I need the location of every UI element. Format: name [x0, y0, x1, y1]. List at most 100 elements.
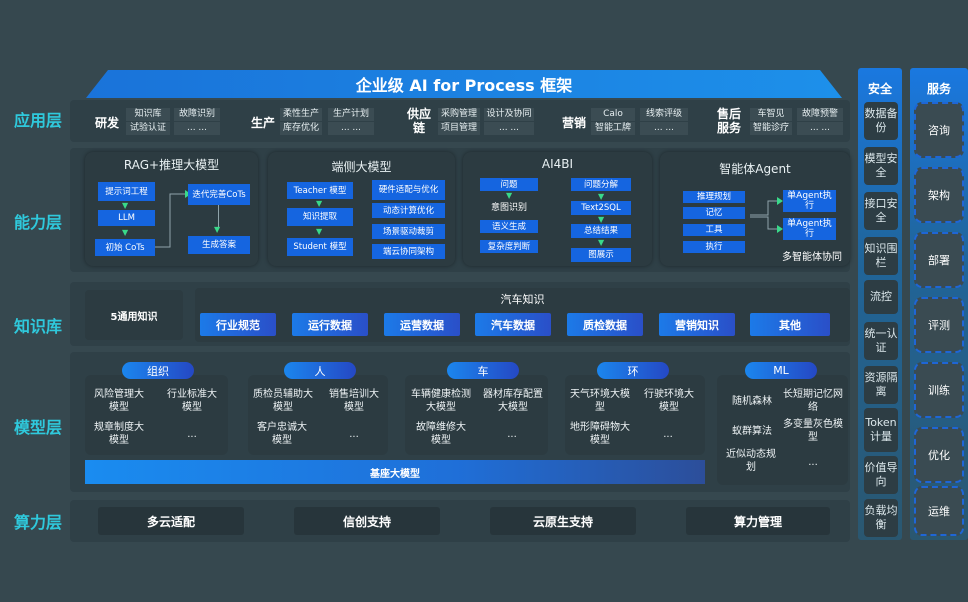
- security-item: 资源隔离: [864, 366, 898, 404]
- model-item: ...: [507, 429, 517, 440]
- app-item[interactable]: 库存优化: [280, 122, 322, 135]
- rag-title: RAG+推理大模型: [123, 158, 220, 172]
- ai4bi-title: AI4BI: [541, 157, 574, 171]
- arrow-down-icon: ▼: [598, 192, 605, 201]
- service-item: 评测: [914, 297, 964, 353]
- model-group-org: [85, 375, 228, 455]
- knowledge-chip[interactable]: 质检数据: [567, 313, 643, 336]
- arrow-down-icon: ▼: [316, 199, 323, 208]
- layer-label-model: 模型层: [13, 418, 62, 437]
- app-item[interactable]: ... ...: [797, 122, 843, 135]
- edge-box: 场景驱动裁剪: [372, 224, 445, 239]
- service-item: 咨询: [914, 102, 964, 158]
- title-banner: [86, 70, 842, 98]
- model-group-label: 组织: [122, 362, 194, 379]
- model-group-people: [248, 375, 388, 455]
- app-item[interactable]: 知识库: [126, 108, 170, 121]
- edge-box: 知识提取: [287, 208, 353, 226]
- app-item[interactable]: 故障识别: [174, 108, 220, 121]
- model-group-label: 环: [597, 362, 669, 379]
- arrow-down-icon: ▼: [214, 225, 221, 234]
- app-item[interactable]: 设计及协同: [484, 108, 534, 121]
- model-item: 销售培训大模型: [329, 389, 379, 413]
- app-item[interactable]: ... ...: [640, 122, 688, 135]
- ai4bi-box: 问题: [480, 178, 538, 191]
- app-item[interactable]: 生产计划: [328, 108, 374, 121]
- layer-label-application: 应用层: [13, 111, 62, 130]
- model-item: 地形障碍物大模型: [570, 422, 630, 446]
- model-group-label: ML: [745, 362, 817, 379]
- model-item: 器材库存配置大模型: [483, 389, 543, 413]
- rag-box: LLM: [98, 210, 155, 226]
- rag-box: 生成答案: [188, 236, 250, 254]
- knowledge-chip[interactable]: 其他: [750, 313, 830, 336]
- security-item: 模型安全: [864, 147, 898, 185]
- agent-title: 智能体Agent: [719, 162, 791, 176]
- model-item: 天气环境大模型: [570, 389, 630, 413]
- agent-box: 工具: [683, 224, 745, 236]
- ai4bi-box: 总结结果: [571, 224, 631, 238]
- app-item[interactable]: 智能工牌: [591, 122, 635, 135]
- model-item: ...: [663, 429, 673, 440]
- model-item: 车辆健康检测大模型: [411, 389, 471, 413]
- model-item: 行驶环境大模型: [644, 389, 694, 413]
- model-item: 随机森林: [732, 396, 772, 407]
- agent-box: 记忆: [683, 207, 745, 219]
- model-item: ...: [349, 429, 359, 440]
- flow-line: [218, 205, 219, 227]
- model-item: 蚁群算法: [732, 426, 772, 437]
- model-item: 行业标准大模型: [167, 389, 217, 413]
- app-item[interactable]: ... ...: [174, 122, 220, 135]
- knowledge-chip[interactable]: 营销知识: [659, 313, 735, 336]
- model-item: 质检员辅助大模型: [253, 389, 313, 413]
- security-item: 统一认证: [864, 322, 898, 360]
- app-item[interactable]: ... ...: [328, 122, 374, 135]
- security-item: 数据备份: [864, 102, 898, 140]
- agent-box: 单Agent执行: [783, 190, 836, 212]
- app-item[interactable]: 故障预警: [797, 108, 843, 121]
- flow-connector: [750, 197, 783, 233]
- security-item: 流控: [864, 280, 898, 314]
- arrow-down-icon: ▼: [598, 238, 605, 247]
- arrow-down-icon: ▼: [598, 215, 605, 224]
- edge-box: Teacher 模型: [287, 182, 353, 199]
- app-item[interactable]: 线索评级: [640, 108, 688, 121]
- security-item: 负载均衡: [864, 499, 898, 537]
- compute-item: 云原生支持: [490, 507, 636, 535]
- app-item[interactable]: ... ...: [484, 122, 534, 135]
- base-model-bar: 基座大模型: [85, 460, 705, 484]
- layer-label-compute: 算力层: [13, 513, 62, 532]
- security-item: 知识围栏: [864, 237, 898, 275]
- app-item[interactable]: 车智见: [750, 108, 792, 121]
- knowledge-chip[interactable]: 汽车数据: [475, 313, 551, 336]
- service-item: 部署: [914, 232, 964, 288]
- ai4bi-box: 语义生成: [480, 220, 538, 233]
- knowledge-chip[interactable]: 行业规范: [200, 313, 276, 336]
- app-item[interactable]: 项目管理: [438, 122, 480, 135]
- model-group-label: 车: [447, 362, 519, 379]
- arrow-down-icon: ▼: [122, 228, 129, 237]
- ai4bi-box: 复杂度判断: [480, 240, 538, 253]
- app-layer-band: [70, 100, 850, 142]
- layer-label-knowledge: 知识库: [13, 317, 62, 336]
- app-item[interactable]: 智能诊疗: [750, 122, 792, 135]
- security-item: 接口安全: [864, 192, 898, 230]
- service-item: 运维: [914, 486, 964, 536]
- knowledge-chip[interactable]: 运营数据: [384, 313, 460, 336]
- model-item: 多变量灰色模型: [783, 419, 843, 443]
- knowledge-chip[interactable]: 运行数据: [292, 313, 368, 336]
- model-group-env: [565, 375, 705, 455]
- arrow-down-icon: ▼: [316, 227, 323, 236]
- app-item[interactable]: 柔性生产: [280, 108, 322, 121]
- security-title: 安全: [867, 82, 892, 96]
- compute-item: 算力管理: [686, 507, 830, 535]
- app-item[interactable]: Calo: [591, 108, 635, 121]
- page-title: 企业级 AI for Process 框架: [355, 76, 573, 95]
- compute-item: 多云适配: [98, 507, 244, 535]
- app-group-supply-chain: 供应链: [406, 107, 431, 135]
- ai4bi-box: 图展示: [571, 248, 631, 262]
- app-item[interactable]: 采购管理: [438, 108, 480, 121]
- layer-label-capability: 能力层: [13, 213, 62, 232]
- model-item: ...: [808, 457, 818, 468]
- app-item[interactable]: 试验认证: [126, 122, 170, 135]
